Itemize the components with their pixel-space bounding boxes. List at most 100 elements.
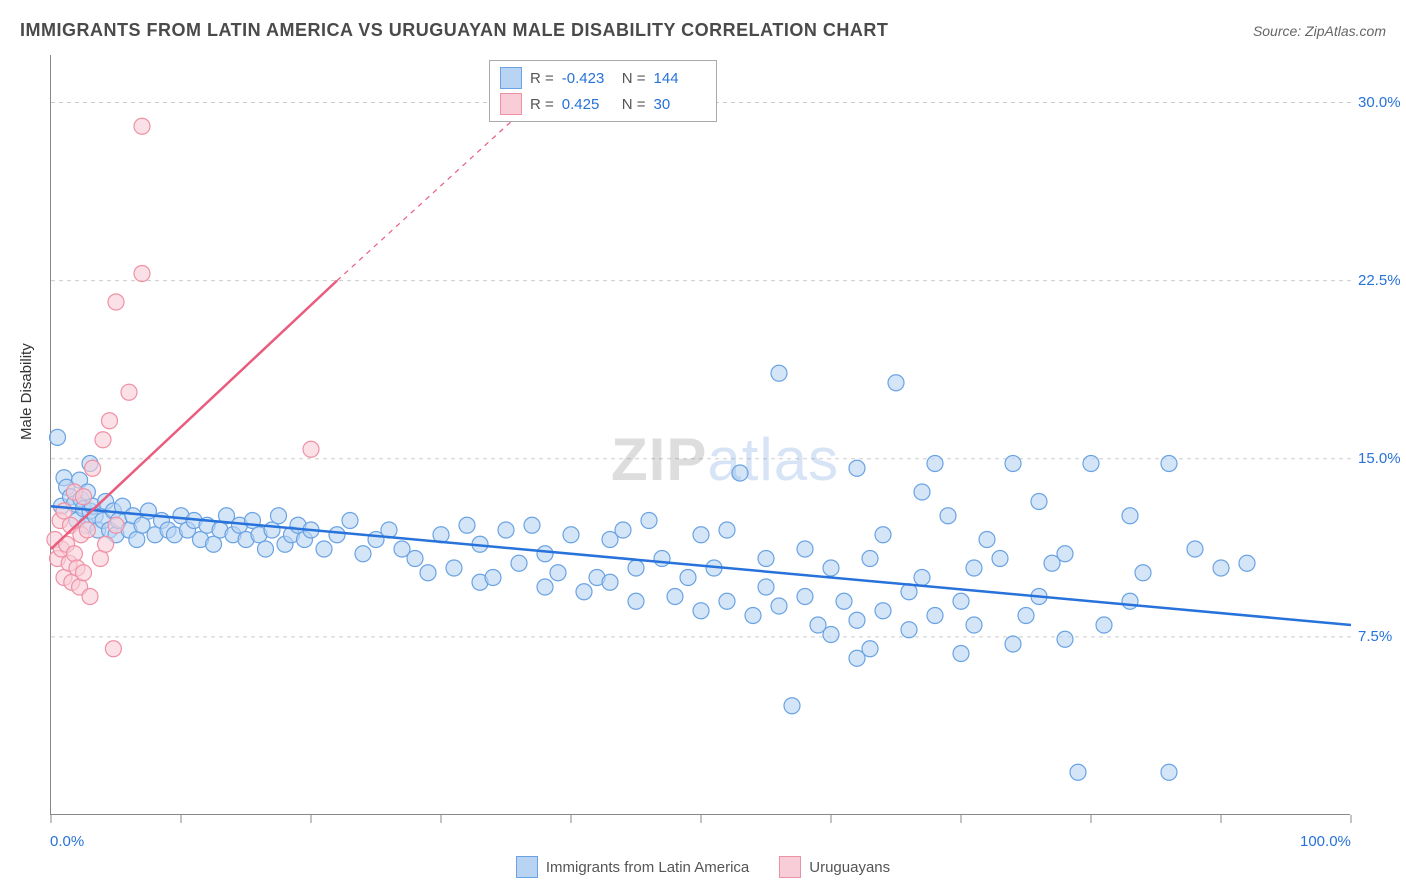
data-point	[355, 546, 371, 562]
data-point	[784, 698, 800, 714]
data-point	[979, 532, 995, 548]
data-point	[888, 375, 904, 391]
data-point	[654, 551, 670, 567]
legend-swatch	[779, 856, 801, 878]
data-point	[82, 589, 98, 605]
data-point	[1057, 631, 1073, 647]
data-point	[1239, 555, 1255, 571]
data-point	[875, 603, 891, 619]
data-point	[927, 456, 943, 472]
data-point	[758, 579, 774, 595]
data-point	[628, 593, 644, 609]
stats-r-value: -0.423	[562, 70, 614, 87]
series-legend: Immigrants from Latin America Uruguayans	[0, 856, 1406, 878]
data-point	[927, 608, 943, 624]
stats-n-label: N =	[622, 96, 646, 113]
data-point	[108, 294, 124, 310]
stats-n-value: 144	[654, 70, 706, 87]
data-point	[316, 541, 332, 557]
data-point	[745, 608, 761, 624]
data-point	[446, 560, 462, 576]
y-tick-label: 22.5%	[1358, 272, 1401, 289]
legend-label: Immigrants from Latin America	[546, 859, 749, 876]
data-point	[129, 532, 145, 548]
data-point	[76, 565, 92, 581]
data-point	[849, 460, 865, 476]
data-point	[550, 565, 566, 581]
data-point	[797, 541, 813, 557]
data-point	[966, 617, 982, 633]
data-point	[1187, 541, 1203, 557]
data-point	[420, 565, 436, 581]
stats-row: R =0.425N =30	[500, 91, 706, 117]
data-point	[771, 598, 787, 614]
data-point	[953, 593, 969, 609]
data-point	[1031, 494, 1047, 510]
data-point	[98, 536, 114, 552]
data-point	[79, 522, 95, 538]
trend-line	[51, 281, 337, 549]
data-point	[615, 522, 631, 538]
data-point	[537, 579, 553, 595]
data-point	[966, 560, 982, 576]
data-point	[108, 517, 124, 533]
data-point	[693, 603, 709, 619]
y-tick-label: 15.0%	[1358, 450, 1401, 467]
x-tick-label: 0.0%	[50, 833, 84, 850]
data-point	[264, 522, 280, 538]
legend-item: Uruguayans	[779, 856, 890, 878]
data-point	[498, 522, 514, 538]
legend-label: Uruguayans	[809, 859, 890, 876]
y-tick-label: 30.0%	[1358, 94, 1401, 111]
correlation-stats-box: R =-0.423N =144R =0.425N =30	[489, 60, 717, 122]
stats-r-value: 0.425	[562, 96, 614, 113]
data-point	[56, 503, 72, 519]
data-point	[563, 527, 579, 543]
data-point	[641, 513, 657, 529]
stats-n-value: 30	[654, 96, 706, 113]
data-point	[901, 622, 917, 638]
data-point	[342, 513, 358, 529]
stats-swatch	[500, 67, 522, 89]
data-point	[862, 641, 878, 657]
data-point	[849, 612, 865, 628]
stats-row: R =-0.423N =144	[500, 65, 706, 91]
data-point	[914, 484, 930, 500]
data-point	[628, 560, 644, 576]
data-point	[719, 522, 735, 538]
data-point	[1005, 456, 1021, 472]
data-point	[758, 551, 774, 567]
data-point	[76, 489, 92, 505]
data-point	[1070, 764, 1086, 780]
data-point	[134, 118, 150, 134]
data-point	[407, 551, 423, 567]
stats-swatch	[500, 93, 522, 115]
data-point	[303, 441, 319, 457]
data-point	[1122, 508, 1138, 524]
legend-item: Immigrants from Latin America	[516, 856, 749, 878]
data-point	[50, 429, 66, 445]
data-point	[875, 527, 891, 543]
source-name: ZipAtlas.com	[1305, 23, 1386, 39]
data-point	[1161, 764, 1177, 780]
data-point	[105, 641, 121, 657]
data-point	[693, 527, 709, 543]
data-point	[524, 517, 540, 533]
data-point	[258, 541, 274, 557]
data-point	[459, 517, 475, 533]
chart-title: IMMIGRANTS FROM LATIN AMERICA VS URUGUAY…	[20, 20, 888, 41]
data-point	[511, 555, 527, 571]
data-point	[95, 432, 111, 448]
data-point	[576, 584, 592, 600]
x-tick-label: 100.0%	[1300, 833, 1351, 850]
data-point	[102, 413, 118, 429]
y-axis-label: Male Disability	[18, 343, 35, 440]
data-point	[66, 546, 82, 562]
data-point	[1057, 546, 1073, 562]
data-point	[719, 593, 735, 609]
data-point	[329, 527, 345, 543]
data-point	[1005, 636, 1021, 652]
chart-svg	[51, 55, 1351, 815]
data-point	[836, 593, 852, 609]
data-point	[862, 551, 878, 567]
